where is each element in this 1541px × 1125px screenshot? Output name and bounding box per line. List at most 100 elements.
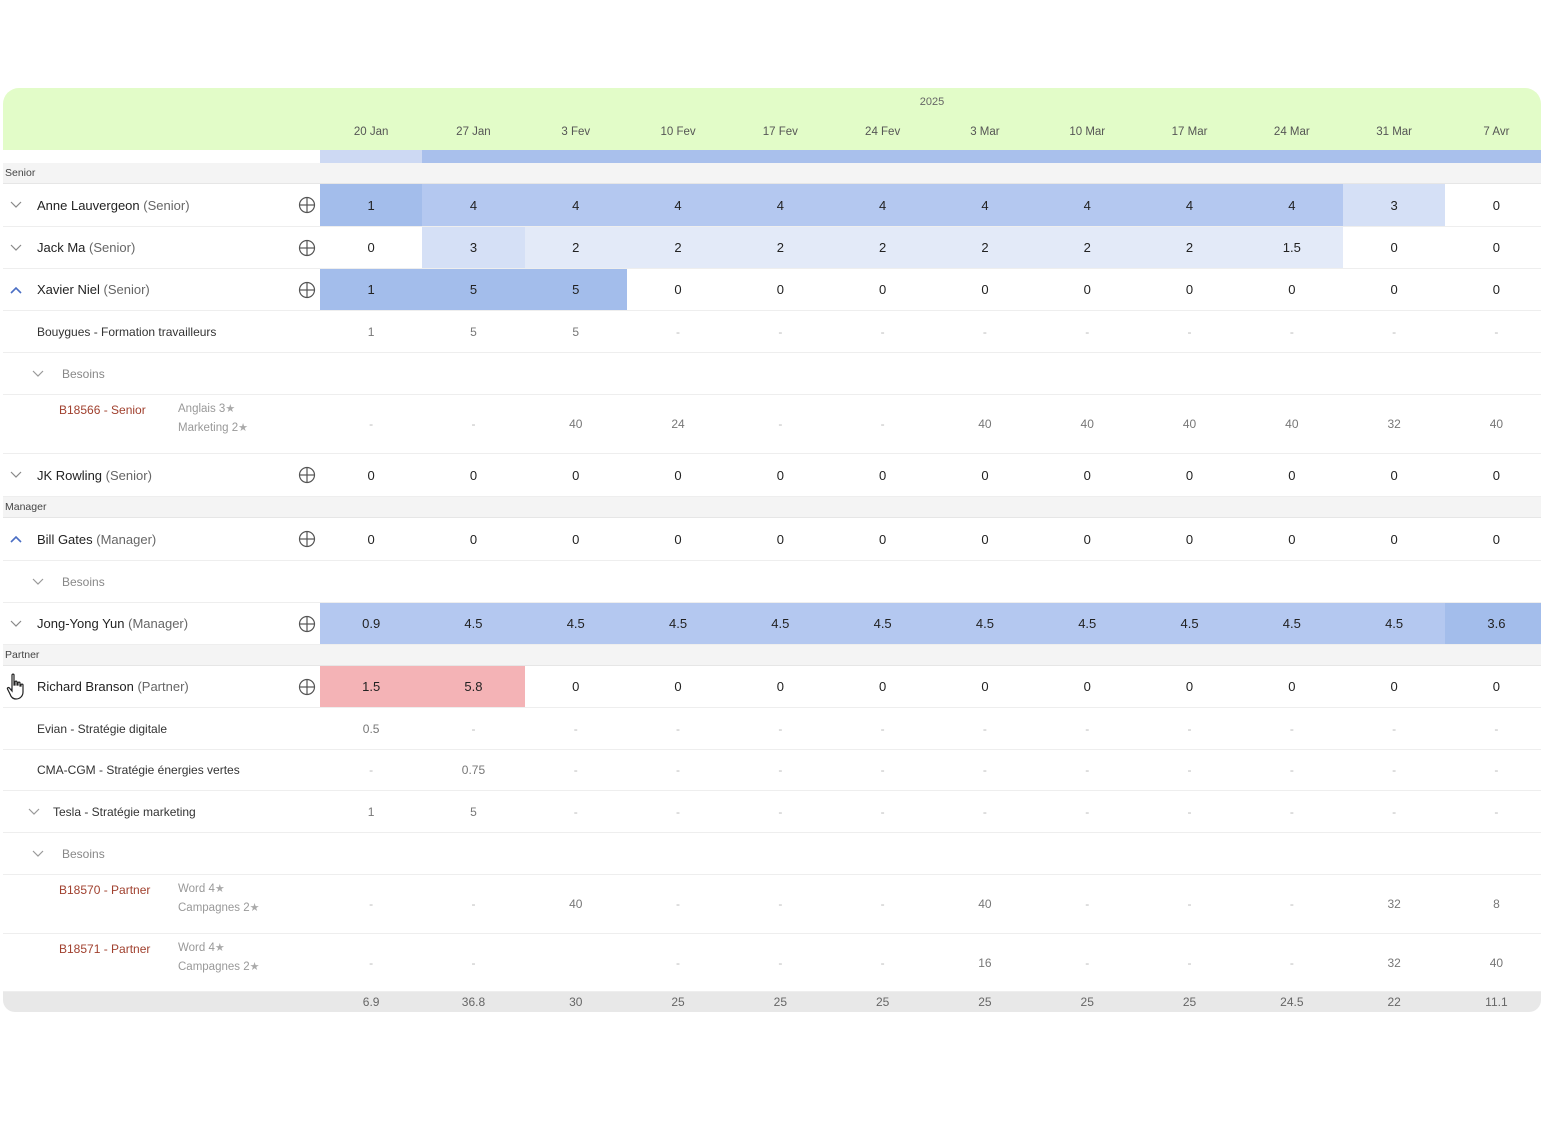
chevron-down-icon[interactable]: [9, 617, 23, 631]
chevron-down-icon[interactable]: [31, 575, 45, 589]
value-cell[interactable]: 4.5: [831, 603, 934, 644]
value-cell[interactable]: 0: [776, 679, 784, 694]
value-cell[interactable]: 4.5: [422, 603, 525, 644]
value-cell[interactable]: 0: [674, 531, 682, 547]
value-cell[interactable]: 0: [1492, 467, 1501, 483]
value-cell[interactable]: 0: [1185, 679, 1194, 694]
value-cell[interactable]: 0: [1185, 531, 1194, 547]
value-cell[interactable]: 4.5: [1138, 603, 1241, 644]
value-cell[interactable]: 0: [367, 467, 375, 483]
value-cell[interactable]: 0: [981, 531, 989, 547]
value-cell[interactable]: 0: [1185, 282, 1194, 297]
value-cell[interactable]: 5: [524, 269, 627, 310]
value-cell[interactable]: 4: [729, 184, 832, 226]
value-cell[interactable]: 0: [1390, 282, 1398, 297]
value-cell[interactable]: 1: [320, 184, 423, 226]
besoins-label[interactable]: Besoins: [62, 574, 105, 589]
value-cell[interactable]: 0: [1492, 282, 1501, 297]
value-cell[interactable]: 0: [1492, 240, 1501, 255]
value-cell[interactable]: 0: [1390, 240, 1398, 255]
value-cell[interactable]: 5: [422, 269, 525, 310]
value-cell[interactable]: 4: [1240, 184, 1343, 226]
person-row-xavier[interactable]: Xavier Niel (Senior) 1 5 5 0 0 0 0 0 0 0 0 0: [3, 269, 1541, 311]
value-cell[interactable]: 0: [879, 679, 887, 694]
value-cell[interactable]: 0: [1288, 679, 1296, 694]
person-row-jk[interactable]: JK Rowling (Senior) 0 0 0 0 0 0 0 0 0 0 0 0: [3, 454, 1541, 497]
person-row-jong[interactable]: Jong-Yong Yun (Manager) 0.9 4.5 4.5 4.5 4.5 4.…: [3, 603, 1541, 645]
value-cell[interactable]: 4.5: [524, 603, 627, 644]
need-id-link[interactable]: B18570 - Partner: [59, 883, 151, 897]
value-cell[interactable]: 0.9: [320, 603, 423, 644]
value-cell[interactable]: 0: [572, 467, 580, 483]
person-name[interactable]: Jong-Yong Yun (Manager): [37, 616, 188, 631]
value-cell[interactable]: 2: [933, 227, 1037, 268]
value-cell[interactable]: 0: [367, 240, 375, 255]
besoins-label[interactable]: Besoins: [62, 366, 105, 381]
person-name[interactable]: Xavier Niel (Senior): [37, 282, 150, 297]
value-cell[interactable]: 2: [1036, 227, 1139, 268]
chevron-down-icon[interactable]: [27, 805, 41, 819]
value-cell[interactable]: 0: [776, 531, 784, 547]
value-cell[interactable]: 1: [320, 269, 423, 310]
value-cell[interactable]: 4: [831, 184, 934, 226]
need-id-link[interactable]: B18571 - Partner: [59, 942, 151, 956]
value-cell[interactable]: 4.5: [1036, 603, 1139, 644]
value-cell[interactable]: 2: [524, 227, 627, 268]
person-name[interactable]: JK Rowling (Senior): [37, 468, 152, 483]
project-label[interactable]: Evian - Stratégie digitale: [37, 721, 168, 736]
value-cell[interactable]: 0: [1185, 467, 1194, 483]
value-cell[interactable]: 3: [1342, 184, 1446, 226]
value-cell[interactable]: 0: [1492, 531, 1501, 547]
value-cell[interactable]: 0: [879, 531, 887, 547]
besoins-label[interactable]: Besoins: [62, 846, 105, 861]
value-cell[interactable]: 0: [1288, 282, 1296, 297]
value-cell[interactable]: 0: [981, 679, 989, 694]
value-cell[interactable]: 4.5: [1240, 603, 1343, 644]
chevron-down-icon[interactable]: [31, 847, 45, 861]
value-cell[interactable]: 0: [879, 282, 887, 297]
person-name[interactable]: Bill Gates (Manager): [37, 532, 156, 547]
value-cell[interactable]: 0: [1083, 282, 1091, 297]
add-assignment-icon[interactable]: [298, 466, 316, 484]
value-cell[interactable]: 0: [674, 467, 682, 483]
value-cell[interactable]: 0: [674, 679, 682, 694]
value-cell[interactable]: 0: [572, 679, 580, 694]
value-cell[interactable]: 0: [1492, 197, 1501, 213]
chevron-up-icon[interactable]: [9, 532, 23, 546]
add-assignment-icon[interactable]: [298, 281, 316, 299]
add-assignment-icon[interactable]: [298, 678, 316, 696]
need-id-link[interactable]: B18566 - Senior: [59, 403, 146, 417]
value-cell[interactable]: 0: [1083, 467, 1091, 483]
add-assignment-icon[interactable]: [298, 615, 316, 633]
project-label[interactable]: Tesla - Stratégie marketing: [53, 804, 196, 819]
value-cell[interactable]: 4.5: [933, 603, 1037, 644]
value-cell[interactable]: 4: [422, 184, 525, 226]
value-cell[interactable]: 0: [572, 531, 580, 547]
value-cell[interactable]: 2: [626, 227, 730, 268]
value-cell[interactable]: 4: [933, 184, 1037, 226]
value-cell[interactable]: 2: [729, 227, 832, 268]
project-label[interactable]: CMA-CGM - Stratégie énergies vertes: [37, 763, 240, 777]
person-row-bill[interactable]: Bill Gates (Manager) 0 0 0 0 0 0 0 0 0 0 0 0: [3, 518, 1541, 561]
value-cell[interactable]: 4.5: [729, 603, 832, 644]
chevron-down-icon[interactable]: [9, 241, 23, 255]
value-cell[interactable]: 0: [776, 282, 784, 297]
chevron-down-icon[interactable]: [31, 367, 45, 381]
value-cell[interactable]: 0: [1083, 531, 1091, 547]
value-cell[interactable]: 4.5: [626, 603, 730, 644]
value-cell[interactable]: 0: [1390, 467, 1398, 483]
person-name[interactable]: Jack Ma (Senior): [37, 240, 135, 255]
value-cell[interactable]: 5.8: [422, 666, 525, 707]
value-cell[interactable]: 0: [1288, 531, 1296, 547]
value-cell[interactable]: 0: [981, 467, 989, 483]
person-row-anne[interactable]: Anne Lauvergeon (Senior) 1 4 4 4 4 4 4 4 4 4 3 0: [3, 184, 1541, 227]
person-row-jack[interactable]: Jack Ma (Senior) 0 3 2 2 2 2 2 2 2 1.5 0 0: [3, 227, 1541, 269]
project-label[interactable]: Bouygues - Formation travailleurs: [37, 324, 217, 339]
value-cell[interactable]: 1.5: [320, 666, 423, 707]
value-cell[interactable]: 3: [422, 227, 525, 268]
value-cell[interactable]: 2: [1138, 227, 1241, 268]
add-assignment-icon[interactable]: [298, 530, 316, 548]
value-cell[interactable]: 4: [626, 184, 730, 226]
value-cell[interactable]: 3.6: [1445, 603, 1541, 644]
add-assignment-icon[interactable]: [298, 239, 316, 257]
